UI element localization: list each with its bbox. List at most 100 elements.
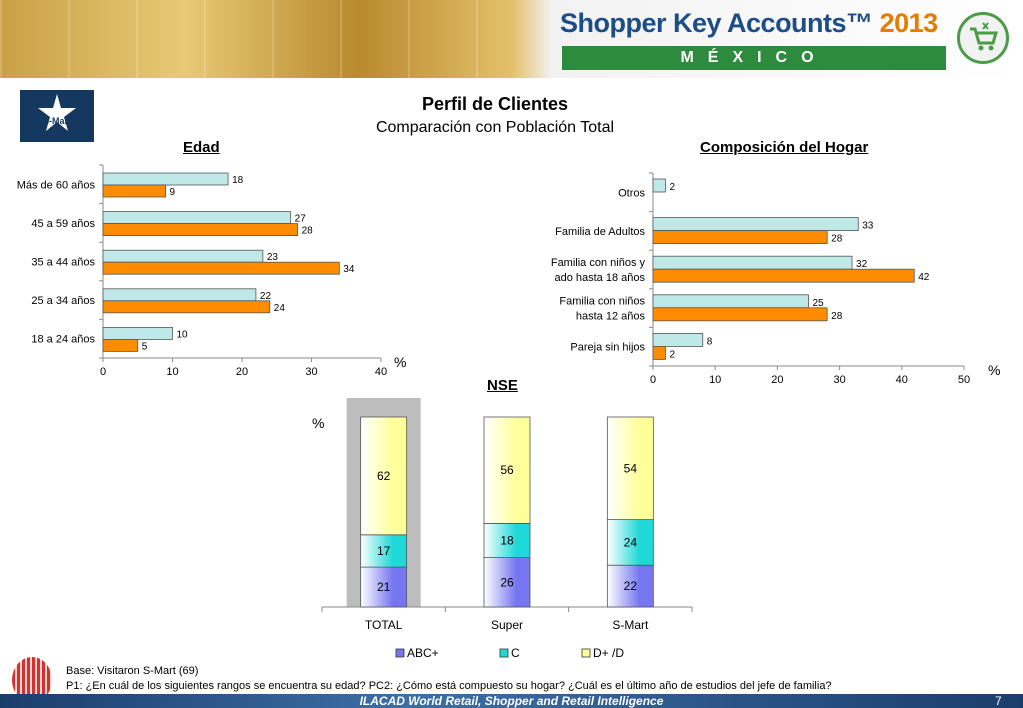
- bar-segment: [483, 557, 531, 608]
- category-label: TOTAL: [365, 618, 403, 632]
- data-label: 24: [624, 535, 638, 549]
- category-label: ado hasta 18 años: [554, 272, 645, 284]
- unit-label: %: [312, 415, 324, 431]
- footer-text: ILACAD World Retail, Shopper and Retail …: [359, 694, 664, 708]
- data-label: 8: [707, 336, 713, 347]
- data-label: 32: [856, 259, 868, 270]
- store-logo: S-Mart: [20, 90, 94, 142]
- nse-chart-title: NSE: [487, 377, 518, 394]
- bar-segment: [360, 416, 408, 536]
- bar: [652, 255, 853, 270]
- brand-year: 2013: [879, 8, 939, 38]
- data-label: 26: [500, 575, 514, 589]
- x-tick-label: 20: [236, 366, 248, 378]
- bar: [652, 178, 666, 193]
- legend-swatch: [499, 648, 509, 658]
- data-label: 21: [377, 580, 391, 594]
- category-label: S-Mart: [612, 618, 649, 632]
- data-label: 42: [918, 272, 930, 283]
- category-label: 25 a 34 años: [31, 295, 95, 307]
- store-logo-text: S-Mart: [43, 116, 71, 126]
- x-tick-label: 30: [305, 366, 317, 378]
- page-number: 7: [995, 694, 1002, 708]
- legend-label: ABC+: [407, 646, 439, 660]
- bar: [652, 307, 828, 322]
- data-label: 28: [302, 226, 314, 237]
- bar-segment: [606, 416, 654, 520]
- x-tick-label: 0: [100, 366, 106, 378]
- bar-segment: [483, 522, 531, 558]
- shopping-cart-icon: [957, 12, 1009, 64]
- x-tick-label: 10: [709, 374, 721, 386]
- data-label: 28: [831, 311, 843, 322]
- bar-segment: [606, 519, 654, 566]
- bar: [102, 223, 299, 236]
- category-label: Familia con niños: [559, 296, 645, 308]
- data-label: 25: [813, 298, 825, 309]
- category-label: Super: [491, 618, 523, 632]
- category-label: 45 a 59 años: [31, 218, 95, 230]
- category-label: 35 a 44 años: [31, 257, 95, 269]
- legend-swatch: [581, 648, 591, 658]
- data-label: 28: [831, 234, 843, 245]
- legend-swatch: [395, 648, 405, 658]
- data-label: 22: [260, 291, 272, 302]
- legend-label: D+ /D: [593, 646, 624, 660]
- bar: [102, 338, 139, 352]
- data-label: 33: [862, 221, 874, 232]
- bar: [652, 332, 704, 347]
- x-tick-label: 30: [833, 374, 845, 386]
- page-subtitle: Comparación con Población Total: [375, 119, 615, 136]
- legend-label: C: [511, 646, 520, 660]
- bar-segment: [360, 566, 408, 608]
- page-title: Perfil de Clientes: [421, 94, 569, 114]
- category-label: Más de 60 años: [17, 179, 96, 191]
- category-label: Otros: [618, 187, 645, 199]
- x-tick-label: 0: [650, 374, 656, 386]
- category-label: Pareja sin hijos: [570, 342, 645, 354]
- x-tick-label: 50: [958, 374, 970, 386]
- hogar-chart-title: Composición del Hogar: [700, 139, 869, 156]
- x-tick-label: 20: [771, 374, 783, 386]
- bar: [652, 217, 859, 231]
- header-photo-strip: [0, 0, 545, 78]
- data-label: 23: [267, 252, 279, 263]
- data-label: 5: [142, 341, 148, 352]
- data-label: 62: [377, 469, 391, 483]
- data-label: 54: [624, 461, 638, 475]
- category-label: Familia de Adultos: [555, 226, 645, 238]
- unit-label: %: [394, 354, 406, 370]
- category-label: 18 a 24 años: [31, 334, 95, 346]
- edad-chart-title: Edad: [183, 139, 220, 156]
- data-label: 18: [232, 175, 244, 186]
- nse-chart: % 21 17 62 TOTAL 26 18 56 Super 22 24 54 S-Mart ABC+ C…: [312, 398, 693, 660]
- bar: [102, 300, 271, 314]
- data-label: 9: [170, 187, 176, 198]
- edad-chart: 0 10 20 30 40 Más de 60 años 18 9 45 a 59 años 27…: [17, 164, 406, 378]
- bar: [652, 345, 666, 360]
- data-label: 2: [669, 349, 675, 360]
- data-label: 2: [669, 182, 675, 193]
- data-label: 27: [295, 214, 307, 225]
- bar: [102, 172, 229, 186]
- bar: [102, 184, 166, 198]
- bar-segment: [360, 534, 408, 568]
- category-label: hasta 12 años: [576, 311, 646, 323]
- data-label: 34: [343, 264, 355, 275]
- data-label: 17: [377, 544, 391, 558]
- data-label: 18: [500, 534, 514, 548]
- x-tick-label: 10: [166, 366, 178, 378]
- bar-segment: [606, 564, 654, 608]
- bar: [102, 211, 292, 224]
- category-label: Familia con niños y: [551, 257, 646, 269]
- footer-bar: [0, 694, 1023, 708]
- bar: [652, 230, 828, 244]
- brand-title: Shopper Key Accounts™ 2013: [560, 8, 939, 38]
- x-tick-label: 40: [375, 366, 387, 378]
- bar: [102, 288, 257, 302]
- bar: [102, 261, 340, 275]
- data-label: 56: [500, 463, 514, 477]
- bar: [102, 326, 173, 340]
- question-note: P1: ¿En cuál de los siguientes rangos se…: [66, 680, 832, 692]
- bar: [652, 294, 809, 309]
